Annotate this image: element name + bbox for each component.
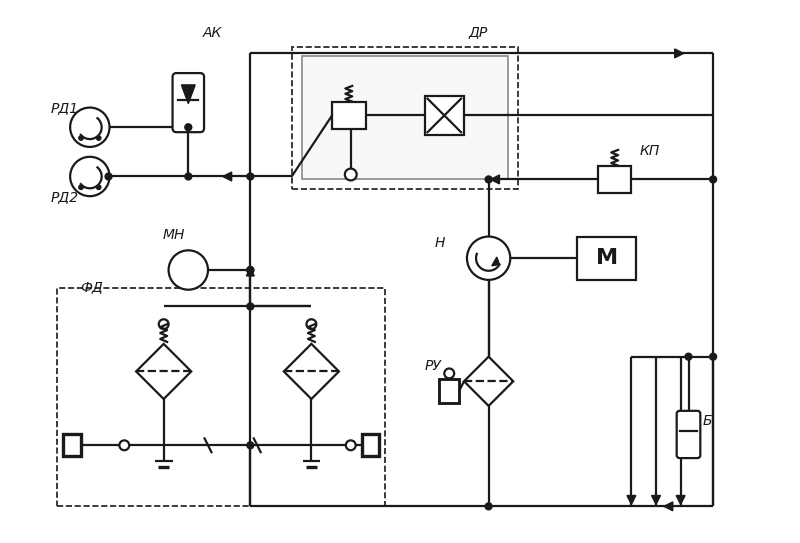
Polygon shape bbox=[464, 357, 514, 406]
Circle shape bbox=[70, 157, 110, 196]
Circle shape bbox=[685, 353, 692, 360]
FancyBboxPatch shape bbox=[173, 73, 204, 132]
Text: Б: Б bbox=[702, 414, 712, 428]
Text: АК: АК bbox=[203, 26, 222, 40]
Text: РД2: РД2 bbox=[50, 190, 78, 204]
Bar bbox=[63, 434, 81, 456]
FancyBboxPatch shape bbox=[677, 411, 700, 458]
Bar bbox=[292, 47, 518, 190]
Circle shape bbox=[345, 169, 357, 180]
Circle shape bbox=[185, 173, 192, 180]
Circle shape bbox=[97, 185, 101, 190]
Text: КП: КП bbox=[639, 144, 659, 158]
Bar bbox=[598, 166, 631, 193]
Circle shape bbox=[169, 250, 208, 290]
Polygon shape bbox=[490, 175, 499, 184]
Circle shape bbox=[467, 237, 510, 280]
Text: РУ: РУ bbox=[425, 359, 442, 374]
Text: РД1: РД1 bbox=[50, 102, 78, 116]
Circle shape bbox=[710, 176, 717, 183]
Polygon shape bbox=[492, 257, 499, 266]
Circle shape bbox=[485, 176, 492, 183]
Circle shape bbox=[247, 267, 254, 274]
Bar bbox=[578, 237, 636, 280]
Circle shape bbox=[158, 319, 169, 329]
Polygon shape bbox=[136, 344, 191, 399]
Circle shape bbox=[710, 353, 717, 360]
Polygon shape bbox=[651, 496, 661, 504]
Circle shape bbox=[70, 108, 110, 147]
Circle shape bbox=[185, 124, 192, 131]
Polygon shape bbox=[676, 496, 685, 504]
Circle shape bbox=[105, 173, 112, 180]
Circle shape bbox=[97, 136, 101, 140]
Text: ФД: ФД bbox=[80, 280, 103, 294]
Bar bbox=[362, 434, 379, 456]
Polygon shape bbox=[674, 49, 683, 58]
Bar bbox=[302, 56, 508, 179]
Circle shape bbox=[247, 173, 254, 180]
Bar bbox=[332, 102, 366, 129]
Text: МН: МН bbox=[162, 229, 185, 243]
Circle shape bbox=[247, 303, 254, 310]
Circle shape bbox=[79, 185, 83, 190]
Circle shape bbox=[247, 442, 254, 449]
Bar bbox=[58, 288, 386, 506]
Polygon shape bbox=[246, 268, 254, 276]
Circle shape bbox=[485, 503, 492, 510]
Text: М: М bbox=[596, 248, 618, 268]
Polygon shape bbox=[664, 502, 673, 511]
Polygon shape bbox=[222, 172, 232, 181]
Polygon shape bbox=[284, 344, 339, 399]
Bar bbox=[439, 380, 459, 403]
Circle shape bbox=[306, 319, 316, 329]
Polygon shape bbox=[627, 496, 636, 504]
Circle shape bbox=[247, 267, 254, 274]
Circle shape bbox=[79, 136, 83, 140]
Bar bbox=[425, 96, 464, 135]
Polygon shape bbox=[182, 85, 195, 104]
Circle shape bbox=[119, 440, 130, 450]
Text: Н: Н bbox=[434, 236, 445, 250]
Circle shape bbox=[346, 440, 356, 450]
Text: ДР: ДР bbox=[469, 24, 488, 39]
Circle shape bbox=[444, 369, 454, 378]
